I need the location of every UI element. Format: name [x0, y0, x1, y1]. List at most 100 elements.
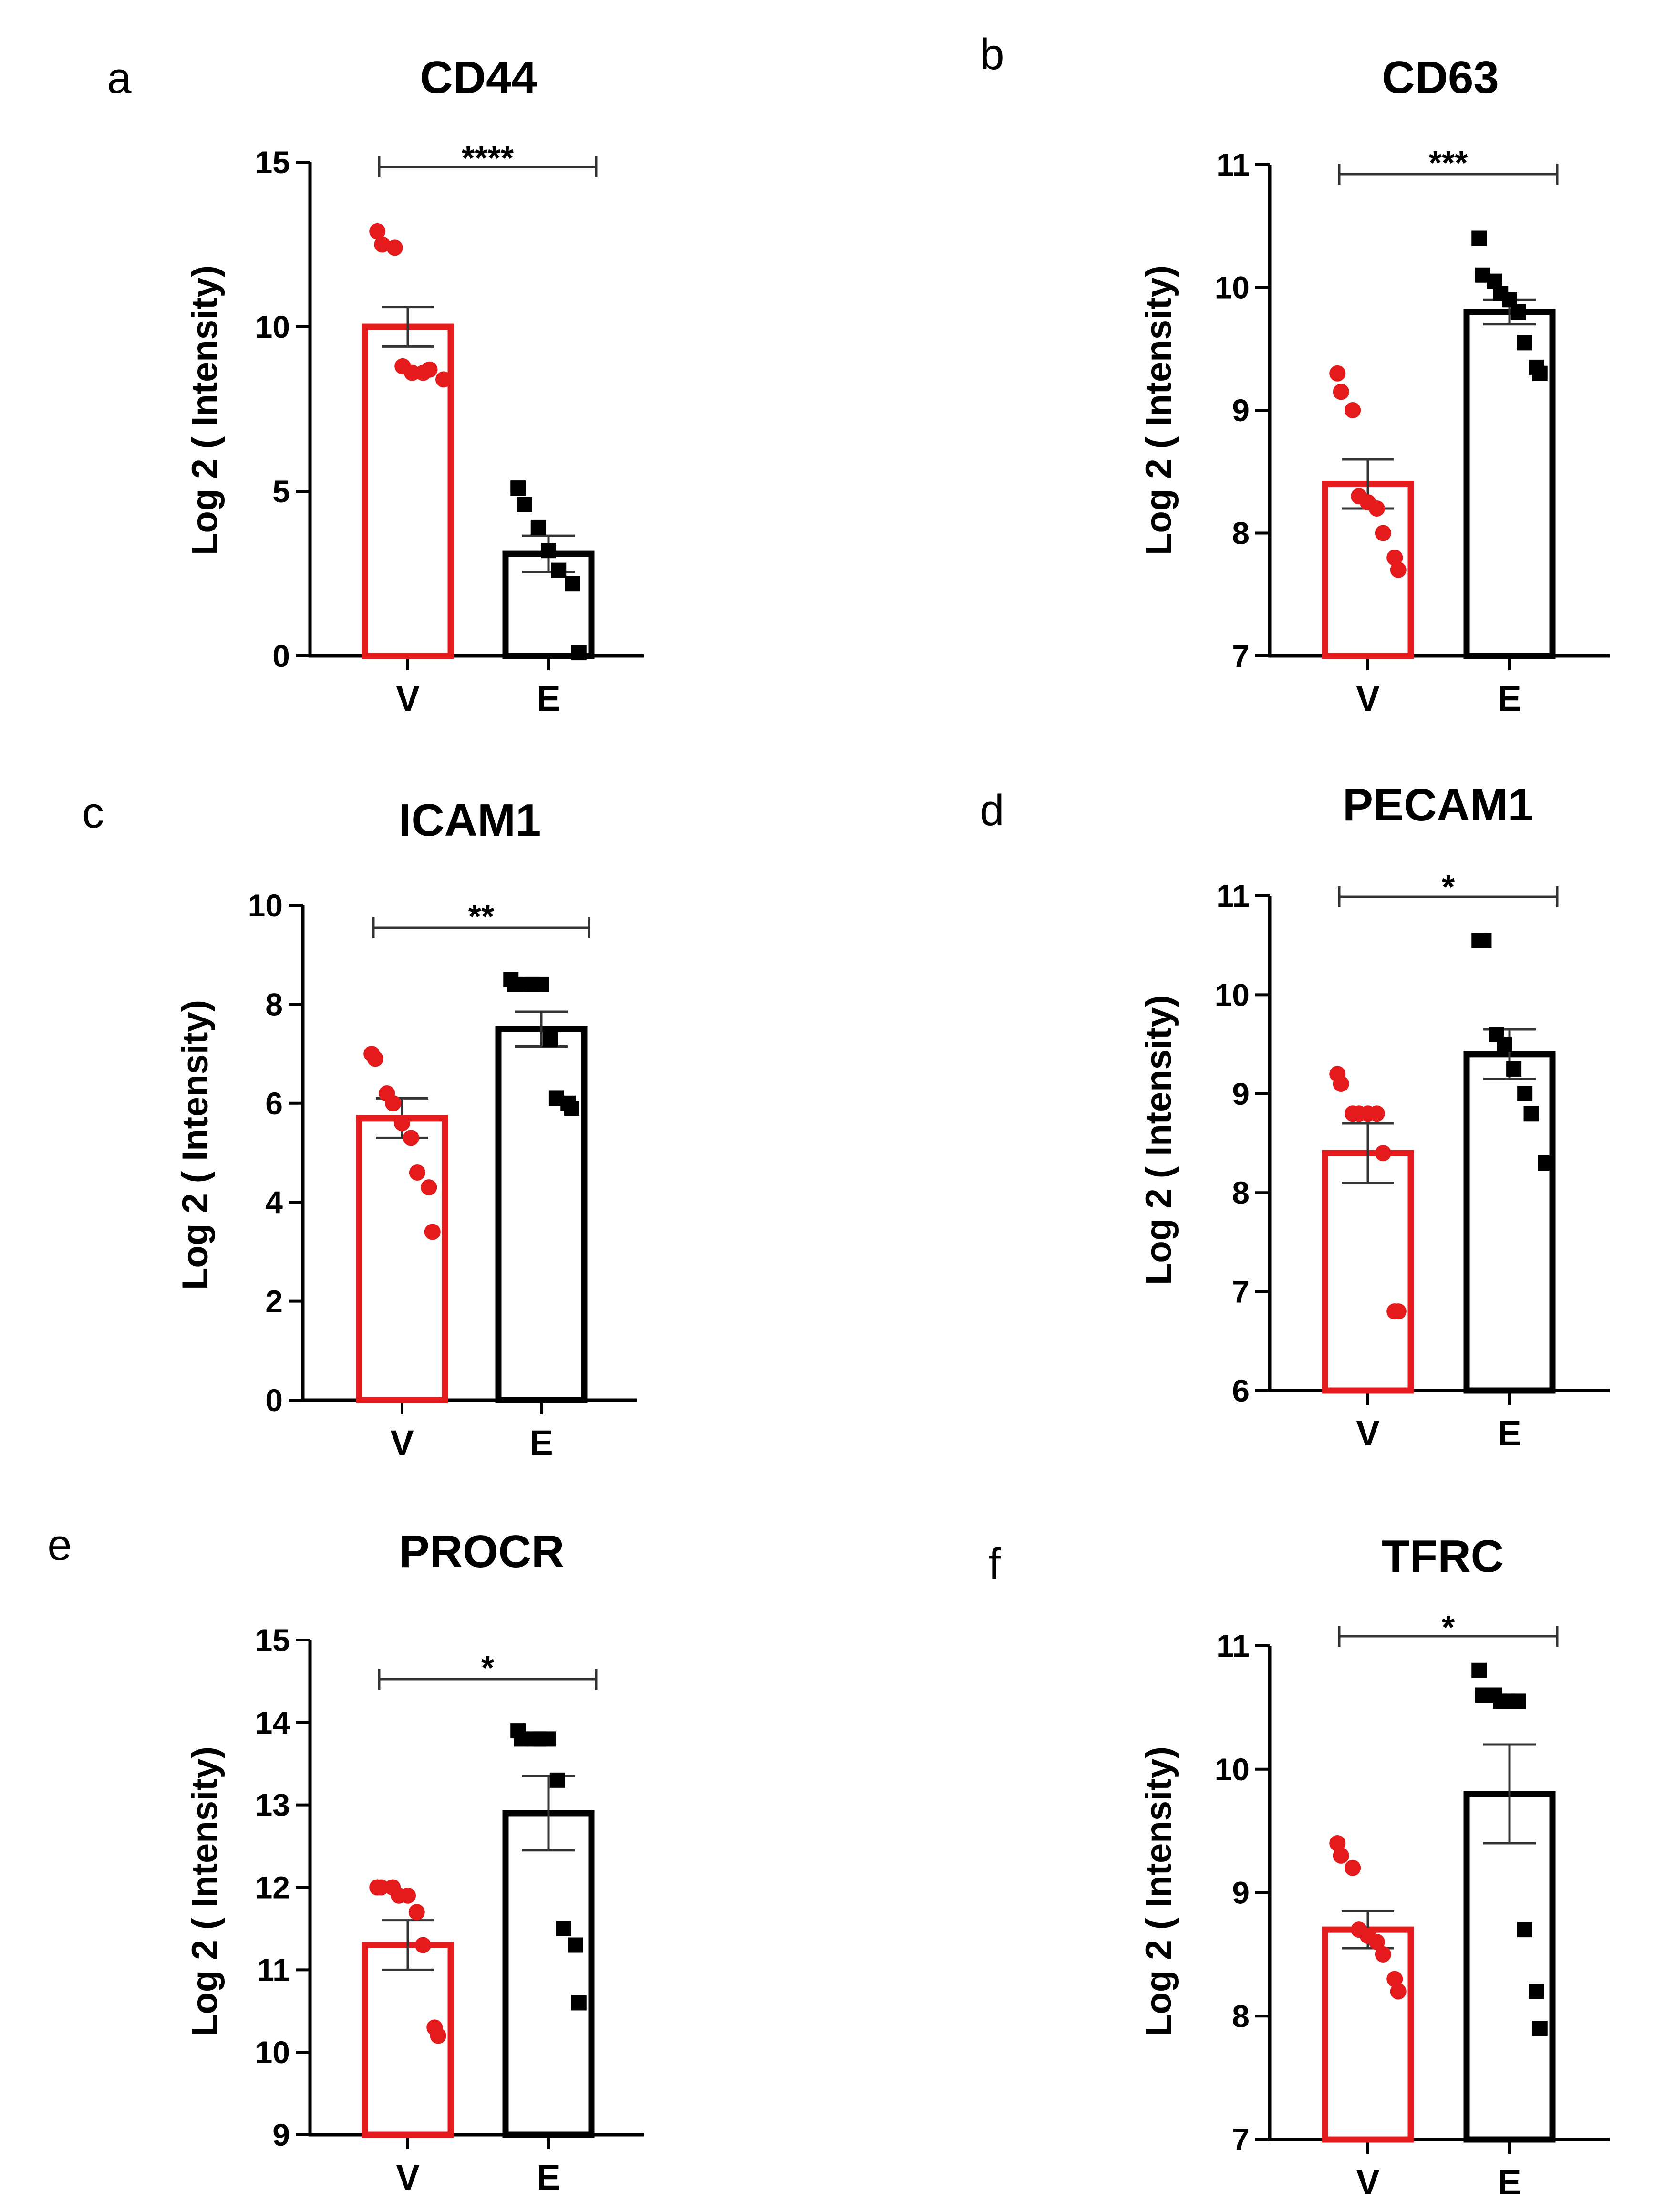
y-tick-label: 11	[1216, 147, 1250, 182]
y-axis-label: Log 2 ( Intensity)	[175, 1000, 216, 1290]
y-tick-label: 9	[1232, 393, 1250, 428]
data-point-e	[1538, 1155, 1553, 1171]
y-tick-label: 7	[1232, 2122, 1250, 2157]
y-tick-label: 7	[1232, 638, 1250, 674]
panel-letter: a	[107, 54, 132, 103]
data-point-v	[1375, 1946, 1391, 1963]
data-point-v	[408, 1904, 425, 1921]
data-point-e	[571, 645, 587, 661]
significance-bracket: ***	[1338, 144, 1559, 185]
y-tick-label: 6	[265, 1086, 283, 1121]
chart-title: TFRC	[1382, 1531, 1504, 1582]
data-point-v	[409, 1164, 425, 1181]
significance-bracket: **	[372, 898, 590, 938]
data-point-v	[386, 239, 403, 256]
panel-letter: e	[47, 1521, 72, 1569]
data-point-e	[556, 1921, 571, 1936]
panel-letter: f	[988, 1540, 1001, 1589]
y-tick-label: 4	[265, 1184, 283, 1220]
significance-stars: *	[481, 1649, 495, 1686]
data-point-e	[1497, 1037, 1512, 1052]
data-point-e	[1517, 1922, 1532, 1938]
error-bar-v	[1342, 1122, 1394, 1184]
y-tick-label: 15	[255, 1622, 290, 1658]
panel-c: c ICAM1 Log 2 ( Intensity) 0 2 4 6 8 10 V E **	[82, 789, 637, 1463]
y-tick-label: 8	[1232, 1175, 1250, 1210]
data-point-e	[541, 1731, 556, 1747]
y-tick-label: 13	[255, 1787, 290, 1823]
panel-d: d PECAM1 Log 2 ( Intensity) 6 7 8 9 10 11 V E *	[980, 779, 1610, 1453]
significance-bracket: *	[378, 1649, 598, 1690]
y-tick-label: 10	[1215, 977, 1250, 1012]
data-point-e	[1523, 1106, 1539, 1122]
significance-stars: *	[1442, 868, 1455, 905]
panel-e: e PROCR Log 2 ( Intensity) 9 10 11 12 13 14 15 V E *	[47, 1521, 644, 2197]
error-bar-v	[382, 306, 434, 348]
panel-letter: c	[82, 789, 104, 837]
chart-title: PECAM1	[1343, 779, 1533, 831]
panel-letter: d	[980, 786, 1004, 835]
panel-b: b CD63 Log 2 ( Intensity) 7 8 9 10 11 V E ***	[980, 30, 1610, 718]
data-point-v	[424, 1224, 441, 1240]
data-point-v	[369, 223, 386, 239]
significance-stars: *	[1442, 1609, 1455, 1646]
data-point-v	[1368, 1105, 1385, 1122]
data-point-v	[367, 1050, 383, 1067]
data-point-v	[421, 1179, 437, 1196]
x-tick-label: E	[537, 679, 560, 718]
bar-e	[495, 1026, 588, 1403]
x-tick-label: E	[529, 1423, 553, 1463]
data-point-e	[1471, 230, 1487, 246]
data-point-e	[1517, 1086, 1533, 1101]
data-point-e	[568, 1937, 583, 1953]
error-bar-e	[1483, 1743, 1536, 1845]
bar-v	[1322, 1926, 1414, 2143]
data-point-e	[1510, 1693, 1526, 1709]
data-point-v	[1333, 384, 1349, 400]
x-tick-label: E	[537, 2158, 560, 2197]
data-point-v	[374, 236, 391, 253]
x-tick-label: E	[1498, 1413, 1521, 1453]
y-tick-label: 10	[255, 309, 290, 344]
y-axis-label: Log 2 ( Intensity)	[185, 265, 225, 555]
data-point-v	[1345, 402, 1361, 418]
data-point-e	[1529, 1984, 1544, 1999]
data-point-v	[435, 371, 452, 388]
data-point-e	[542, 1031, 558, 1047]
data-point-e	[1476, 933, 1492, 948]
data-point-v	[1368, 500, 1385, 517]
significance-stars: ****	[462, 139, 514, 177]
data-point-e	[1517, 335, 1532, 351]
data-point-v	[1390, 1983, 1407, 2000]
data-point-v	[400, 1887, 416, 1904]
data-point-v	[1329, 1835, 1346, 1851]
data-point-e	[534, 976, 549, 992]
y-tick-label: 11	[1216, 878, 1250, 914]
data-point-v	[403, 1130, 419, 1146]
bar-e	[502, 1810, 595, 2138]
y-tick-label: 14	[255, 1705, 290, 1740]
data-point-v	[1368, 1934, 1385, 1950]
data-point-e	[564, 1101, 579, 1116]
x-tick-label: V	[1356, 679, 1379, 718]
error-bar-e	[515, 1010, 568, 1048]
data-point-e	[1532, 2021, 1548, 2036]
bar-e	[1463, 1791, 1556, 2143]
significance-bracket: *	[1338, 868, 1559, 907]
y-tick-label: 12	[255, 1870, 290, 1905]
data-point-v	[1329, 365, 1346, 382]
y-tick-label: 9	[1232, 1875, 1250, 1911]
panel-letter: b	[980, 30, 1004, 79]
y-axis-label: Log 2 ( Intensity)	[1138, 265, 1179, 555]
x-tick-label: V	[396, 679, 419, 718]
significance-stars: ***	[1429, 144, 1468, 181]
error-bar-v	[382, 1919, 434, 1971]
data-point-v	[430, 2027, 446, 2044]
data-point-e	[1532, 365, 1548, 381]
data-point-v	[1333, 1076, 1349, 1092]
data-point-v	[1386, 1971, 1403, 1987]
data-point-e	[565, 576, 580, 592]
data-point-v	[1333, 1847, 1349, 1864]
y-tick-label: 10	[255, 2035, 290, 2070]
data-point-v	[414, 1937, 431, 1953]
